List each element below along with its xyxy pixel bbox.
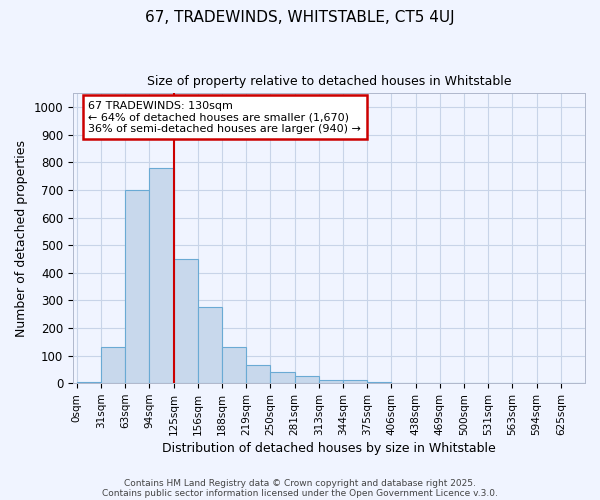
Text: Contains HM Land Registry data © Crown copyright and database right 2025.: Contains HM Land Registry data © Crown c… — [124, 478, 476, 488]
Bar — [101, 348, 125, 383]
Bar — [173, 259, 198, 383]
Text: Contains public sector information licensed under the Open Government Licence v.: Contains public sector information licen… — [102, 488, 498, 498]
Bar — [222, 348, 246, 383]
Text: 67 TRADEWINDS: 130sqm
← 64% of detached houses are smaller (1,670)
36% of semi-d: 67 TRADEWINDS: 130sqm ← 64% of detached … — [88, 100, 361, 134]
Bar — [125, 190, 149, 383]
Y-axis label: Number of detached properties: Number of detached properties — [15, 140, 28, 337]
Bar — [271, 372, 295, 383]
Title: Size of property relative to detached houses in Whitstable: Size of property relative to detached ho… — [147, 75, 511, 88]
Bar — [319, 380, 343, 383]
Bar — [77, 382, 101, 383]
Bar — [367, 382, 391, 383]
Bar — [246, 366, 271, 383]
Bar — [149, 168, 173, 383]
X-axis label: Distribution of detached houses by size in Whitstable: Distribution of detached houses by size … — [162, 442, 496, 455]
Bar — [198, 308, 222, 383]
Bar — [295, 376, 319, 383]
Bar — [343, 380, 367, 383]
Text: 67, TRADEWINDS, WHITSTABLE, CT5 4UJ: 67, TRADEWINDS, WHITSTABLE, CT5 4UJ — [145, 10, 455, 25]
